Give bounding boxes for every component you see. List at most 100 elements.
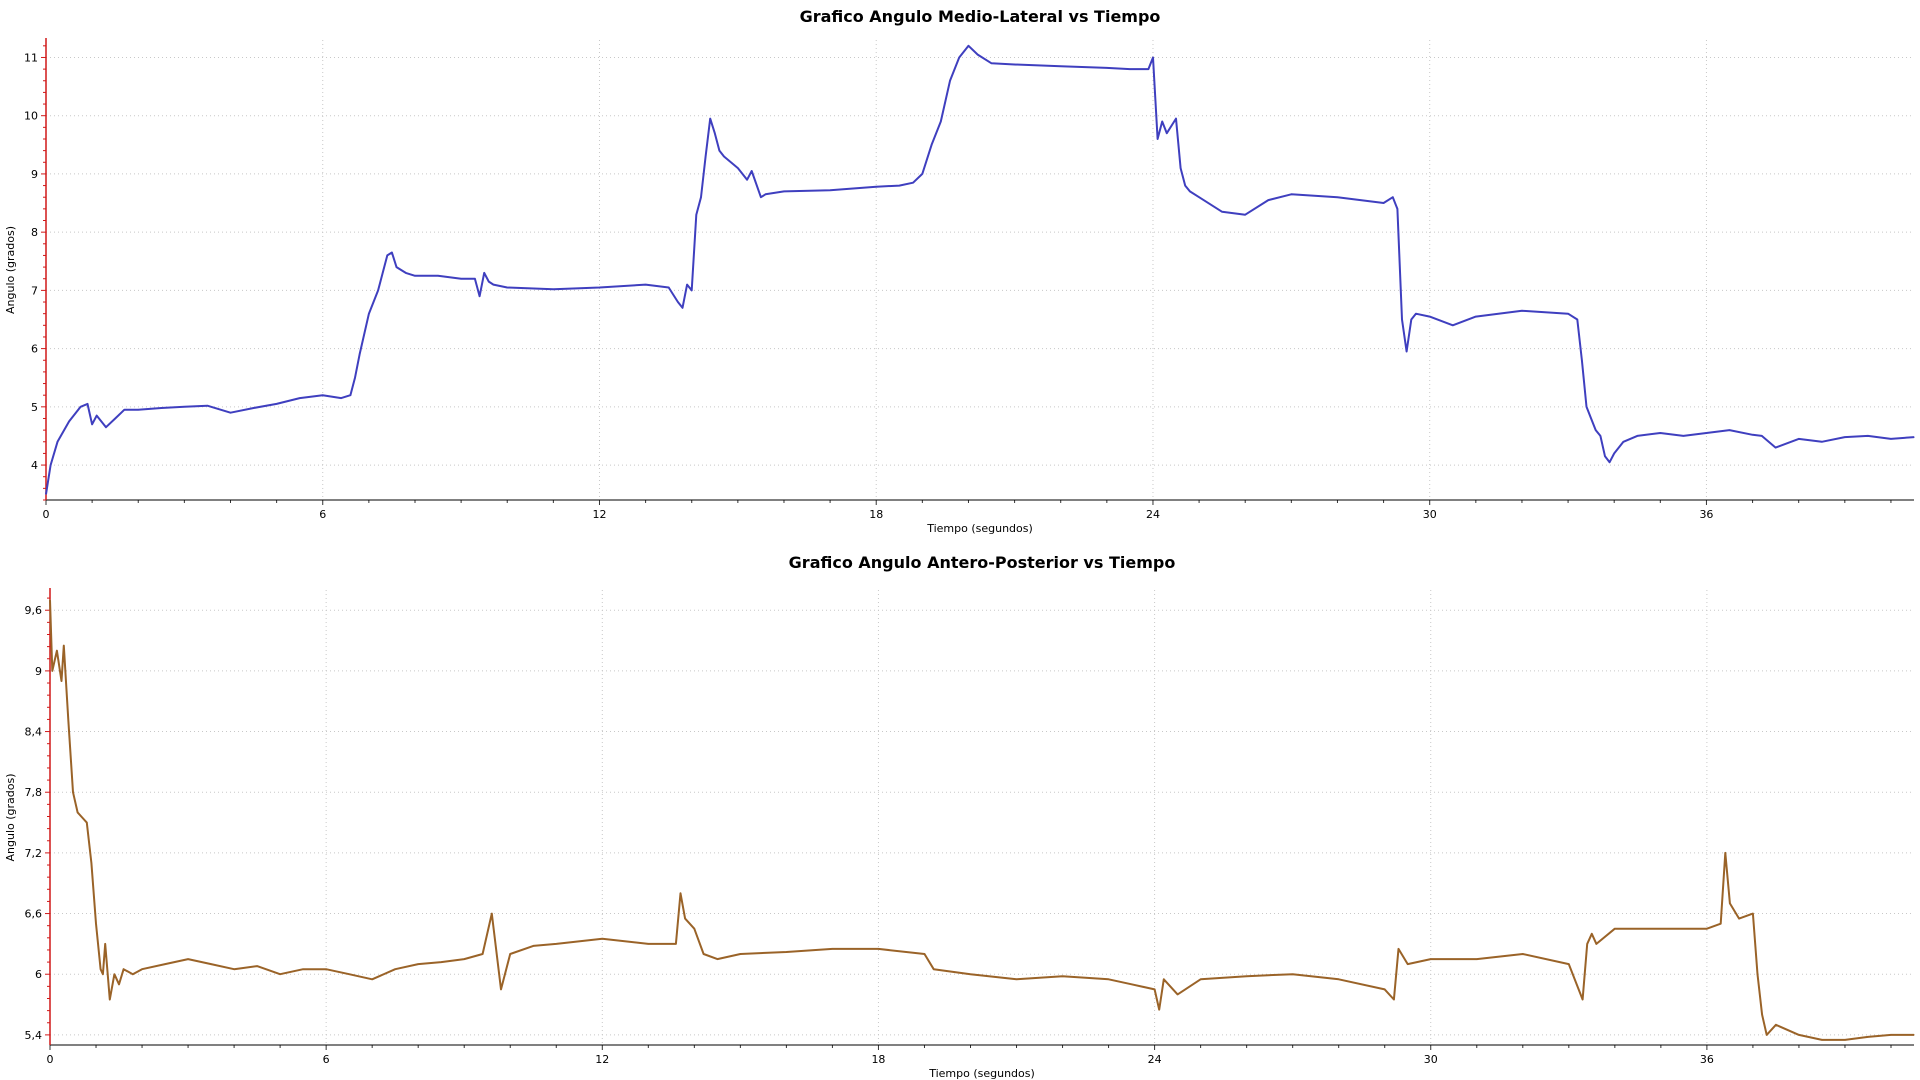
data-point bbox=[1591, 933, 1593, 935]
y-tick-label: 10 bbox=[24, 110, 38, 123]
data-point bbox=[1396, 208, 1399, 210]
x-tick-label: 24 bbox=[1148, 1053, 1162, 1066]
data-point bbox=[645, 283, 647, 286]
data-point bbox=[532, 945, 534, 947]
data-point bbox=[72, 791, 74, 793]
data-point bbox=[785, 951, 787, 953]
y-tick-label: 6 bbox=[35, 968, 42, 981]
data-point bbox=[1761, 435, 1763, 437]
data-point bbox=[1382, 202, 1385, 204]
x-tick-label: 24 bbox=[1146, 508, 1160, 521]
data-point bbox=[49, 599, 51, 601]
data-point bbox=[229, 412, 232, 414]
data-point bbox=[1622, 441, 1625, 443]
x-axis-label: Tiempo (segundos) bbox=[928, 1067, 1035, 1080]
data-point bbox=[123, 968, 125, 970]
data-point bbox=[63, 645, 65, 647]
data-point bbox=[1613, 452, 1615, 455]
data-point bbox=[391, 251, 393, 254]
data-point bbox=[113, 973, 116, 975]
data-point bbox=[100, 968, 102, 970]
data-point bbox=[1798, 1034, 1800, 1036]
y-tick-label: 8,4 bbox=[25, 726, 43, 739]
data-point bbox=[1728, 429, 1731, 431]
y-tick-label: 7,2 bbox=[25, 847, 43, 860]
data-point bbox=[921, 173, 923, 175]
data-point bbox=[1336, 196, 1339, 198]
data-point bbox=[349, 394, 352, 396]
data-point bbox=[359, 353, 361, 356]
data-point bbox=[1890, 438, 1892, 440]
data-point bbox=[695, 214, 697, 216]
data-point bbox=[1338, 978, 1340, 980]
data-point bbox=[751, 170, 753, 172]
data-point bbox=[877, 948, 880, 950]
data-point bbox=[395, 266, 398, 268]
data-point bbox=[1106, 67, 1108, 69]
data-point bbox=[299, 397, 301, 399]
data-point bbox=[1129, 68, 1131, 70]
data-point bbox=[949, 80, 951, 82]
y-tick-label: 5 bbox=[31, 401, 38, 414]
data-point bbox=[1614, 928, 1616, 930]
data-point bbox=[302, 968, 304, 970]
data-point bbox=[56, 650, 58, 652]
data-point bbox=[555, 943, 557, 945]
data-point bbox=[210, 963, 212, 965]
data-point bbox=[693, 928, 695, 930]
data-point bbox=[898, 184, 900, 187]
data-point bbox=[1175, 118, 1177, 120]
data-point bbox=[482, 953, 484, 955]
data-point bbox=[440, 961, 442, 963]
data-point bbox=[45, 493, 47, 495]
data-point bbox=[1775, 1024, 1777, 1026]
data-point bbox=[1585, 406, 1588, 408]
series-line bbox=[49, 600, 1914, 1041]
data-point bbox=[1153, 988, 1156, 990]
data-point bbox=[1752, 912, 1754, 915]
x-tick-label: 36 bbox=[1699, 508, 1713, 521]
data-point bbox=[552, 288, 554, 290]
data-point bbox=[474, 278, 476, 280]
data-point bbox=[414, 275, 416, 277]
data-point bbox=[114, 417, 116, 420]
data-point bbox=[96, 414, 98, 417]
data-point bbox=[1636, 435, 1638, 437]
data-point bbox=[1761, 1014, 1763, 1016]
data-point bbox=[1522, 953, 1524, 955]
data-point bbox=[137, 409, 139, 411]
data-point bbox=[51, 670, 53, 672]
data-point bbox=[718, 150, 721, 152]
y-axis-label: Angulo (grados) bbox=[4, 226, 17, 314]
data-point bbox=[1604, 455, 1606, 457]
data-point bbox=[1290, 193, 1292, 195]
data-point bbox=[67, 720, 70, 723]
data-point bbox=[1705, 432, 1708, 434]
data-point bbox=[675, 943, 677, 945]
data-point bbox=[1682, 435, 1684, 437]
x-tick-label: 30 bbox=[1424, 1053, 1438, 1066]
data-point bbox=[1060, 65, 1062, 67]
data-point bbox=[1015, 978, 1018, 980]
data-point bbox=[940, 120, 942, 123]
data-point bbox=[488, 281, 490, 283]
data-point bbox=[1166, 132, 1168, 134]
data-point bbox=[684, 918, 686, 920]
x-tick-label: 6 bbox=[319, 508, 326, 521]
data-point bbox=[81, 816, 83, 819]
data-point bbox=[677, 301, 679, 303]
data-point bbox=[1844, 436, 1846, 438]
data-point bbox=[86, 821, 88, 824]
data-point bbox=[1476, 958, 1478, 960]
y-tick-label: 6,6 bbox=[25, 908, 43, 921]
data-point bbox=[1581, 359, 1583, 361]
y-tick-label: 9 bbox=[35, 665, 42, 678]
data-point bbox=[1429, 315, 1431, 318]
x-tick-label: 6 bbox=[323, 1053, 330, 1066]
x-axis-label: Tiempo (segundos) bbox=[926, 522, 1033, 535]
y-tick-label: 5,4 bbox=[25, 1029, 43, 1042]
data-point bbox=[686, 283, 688, 286]
data-point bbox=[1821, 1039, 1823, 1041]
data-point bbox=[77, 811, 79, 814]
